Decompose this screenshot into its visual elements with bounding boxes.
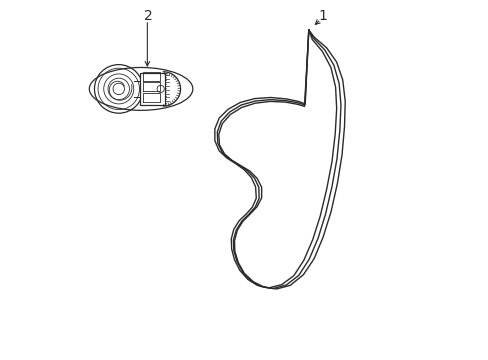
Text: 2: 2 <box>143 9 152 23</box>
Bar <box>140 73 165 105</box>
Text: 1: 1 <box>318 9 327 23</box>
